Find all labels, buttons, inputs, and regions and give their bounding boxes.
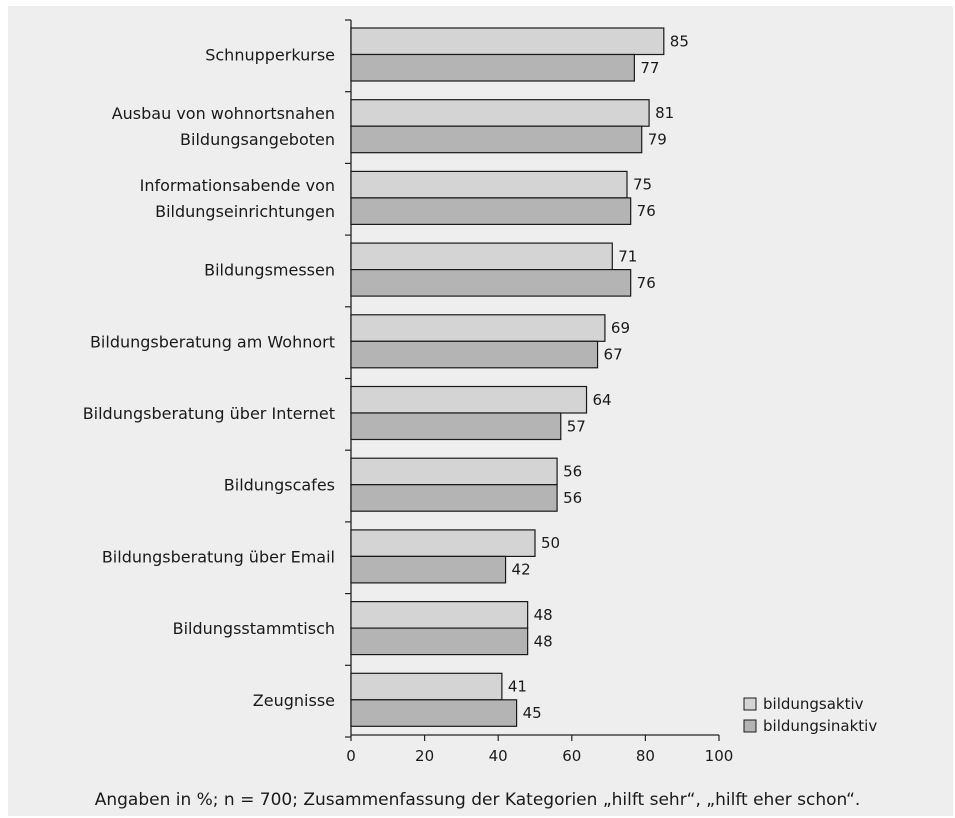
x-tick-label: 20 [415,747,434,765]
value-label: 41 [508,678,527,696]
category-label: Bildungsberatung am Wohnort [90,332,335,351]
chart-footnote: Angaben in %; n = 700; Zusammenfassung d… [94,790,861,810]
value-label: 56 [563,489,582,507]
category-label: Informationsabende von [140,176,335,195]
category-label: Bildungsmessen [204,261,335,280]
bar-bildungsaktiv [350,457,558,486]
bar-bildungsaktiv [350,170,628,199]
x-tick-label: 0 [346,747,356,765]
category-label: Bildungsstammtisch [173,619,335,638]
x-tick-label: 100 [705,747,734,765]
bar-bildungsinaktiv [350,699,518,727]
value-label: 67 [604,346,623,364]
bar-bildungsinaktiv [350,269,632,297]
category-label: Schnupperkurse [205,46,335,65]
value-label: 48 [534,632,553,650]
value-label: 50 [541,534,560,552]
category-label: Bildungseinrichtungen [155,202,335,221]
bar-bildungsinaktiv [350,555,507,584]
value-label: 48 [534,606,553,624]
category-label: Zeugnisse [253,691,335,710]
x-tick-label: 40 [489,747,508,765]
category-label: Bildungsberatung über Email [102,547,335,566]
bar-bildungsinaktiv [350,627,529,656]
value-label: 76 [637,274,656,292]
legend-swatch-bildungsaktiv [743,697,757,711]
bar-bildungsinaktiv [350,484,558,512]
bar-bildungsinaktiv [350,412,562,441]
category-label: Bildungsberatung über Internet [83,404,335,423]
value-label: 45 [523,704,542,722]
bar-bildungsaktiv [350,672,503,701]
value-label: 57 [567,417,586,435]
legend-label-bildungsaktiv: bildungsaktiv [763,695,864,713]
category-label: Bildungscafes [224,476,335,495]
value-label: 75 [633,176,652,194]
bar-bildungsaktiv [350,27,665,56]
category-label: Bildungsangeboten [180,130,335,149]
value-label: 69 [611,319,630,337]
bar-bildungsaktiv [350,385,588,414]
bar-bildungsaktiv [350,314,606,342]
value-label: 85 [670,32,689,50]
bar-bildungsinaktiv [350,340,599,369]
value-label: 71 [618,247,637,265]
bar-bildungsaktiv [350,99,650,127]
value-label: 56 [563,462,582,480]
bar-bildungsinaktiv [350,125,643,154]
legend-label-bildungsinaktiv: bildungsinaktiv [763,717,877,735]
value-label: 42 [512,561,531,579]
bar-bildungsinaktiv [350,197,632,225]
value-label: 76 [637,202,656,220]
bar-bildungsaktiv [350,242,613,271]
category-label: Ausbau von wohnortsnahen [112,104,335,123]
x-tick-label: 60 [562,747,581,765]
legend-swatch-bildungsinaktiv [743,719,757,733]
bar-bildungsaktiv [350,600,529,629]
value-label: 77 [640,59,659,77]
value-label: 81 [655,104,674,122]
x-tick-label: 80 [636,747,655,765]
value-label: 79 [648,130,667,148]
bar-bildungsaktiv [350,529,536,558]
bar-bildungsinaktiv [350,53,635,82]
value-label: 64 [593,391,612,409]
